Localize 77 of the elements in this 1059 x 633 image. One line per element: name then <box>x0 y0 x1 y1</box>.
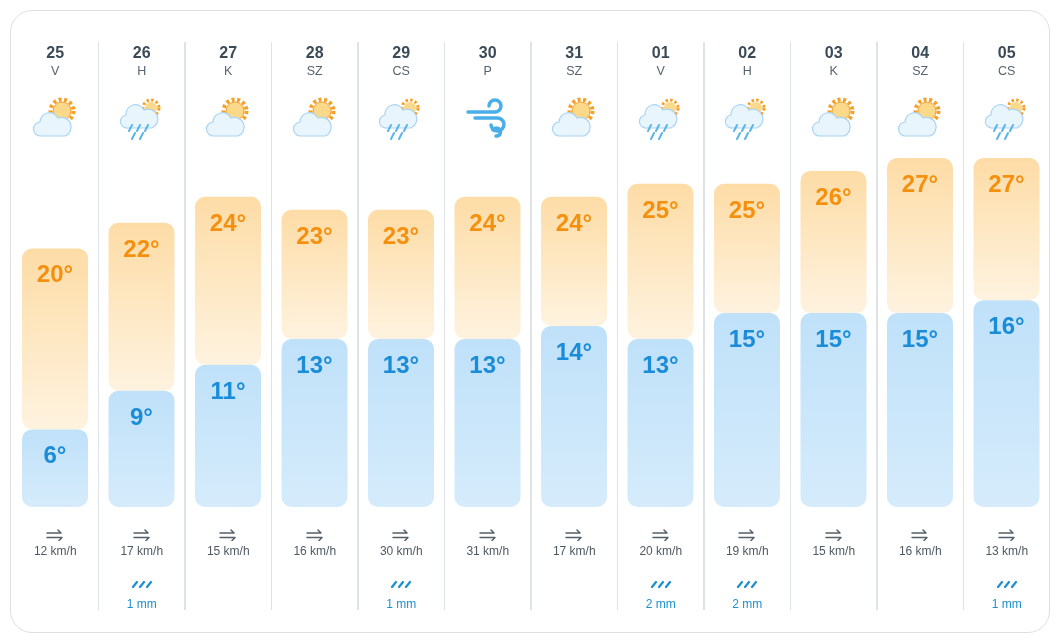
text: 13 km/h <box>984 544 1030 558</box>
total-label: 27° <box>988 170 1025 197</box>
text: 16 km/h <box>897 544 943 558</box>
data-label: 13° <box>296 350 333 378</box>
bar <box>887 158 953 314</box>
text: 30 km/h <box>378 544 424 558</box>
total-label: 24° <box>555 208 593 236</box>
text: 1 mm <box>125 597 158 611</box>
text: 1 mm <box>385 597 418 611</box>
total-label: 20° <box>36 260 74 288</box>
x-tick-label: 04 SZ <box>911 44 930 78</box>
text: 15 km/h <box>811 544 857 558</box>
bar <box>22 248 88 430</box>
bar <box>627 338 694 507</box>
bar <box>368 209 434 339</box>
bar <box>541 196 607 327</box>
bar <box>800 170 867 314</box>
total-label: 23° <box>382 221 420 249</box>
x-tick-label: 31 SZ <box>565 44 584 78</box>
bar <box>627 183 694 339</box>
x-tick-label: 26 H <box>132 44 151 78</box>
bar <box>714 183 780 314</box>
x-tick-label: 30 P <box>478 44 497 78</box>
data-label: 16° <box>988 312 1025 340</box>
data-label: 15° <box>815 325 852 353</box>
bar <box>714 313 780 507</box>
x-tick-label: 02 H <box>738 44 757 78</box>
data-label: 15° <box>728 325 766 353</box>
data-label: 13° <box>469 350 506 378</box>
text: 20 km/h <box>638 544 684 558</box>
bar <box>22 429 88 507</box>
bar <box>454 196 521 339</box>
total-label: 24° <box>469 208 506 236</box>
x-tick-label: 27 K <box>219 44 238 78</box>
bar <box>973 158 1040 301</box>
x-tick-label: 28 SZ <box>305 44 324 78</box>
bar <box>108 390 175 507</box>
data-label: 11° <box>210 376 246 404</box>
bar <box>887 313 953 507</box>
text: 17 km/h <box>119 544 165 558</box>
data-label: 15° <box>901 325 939 353</box>
data-label: 9° <box>130 402 153 430</box>
x-tick-label: 03 K <box>824 44 843 78</box>
x-tick-label: 01 V <box>651 44 670 78</box>
bar <box>108 222 175 391</box>
bar <box>195 364 261 507</box>
data-label: 13° <box>642 350 679 378</box>
x-tick-label: 05 CS <box>997 44 1016 78</box>
total-label: 26° <box>815 182 852 210</box>
total-label: 27° <box>901 170 939 197</box>
data-label: 14° <box>555 338 593 366</box>
total-label: 23° <box>296 221 333 249</box>
bar <box>281 209 348 339</box>
bar <box>195 196 261 365</box>
text: 16 km/h <box>292 544 338 558</box>
text: 17 km/h <box>551 544 597 558</box>
text: 19 km/h <box>724 544 770 558</box>
bar <box>541 326 607 507</box>
total-label: 25° <box>728 195 766 223</box>
total-label: 24° <box>209 208 247 236</box>
bar <box>281 338 348 507</box>
bar <box>973 300 1040 507</box>
x-tick-label: 29 CS <box>392 44 411 78</box>
text: 2 mm <box>731 597 764 611</box>
text: 1 mm <box>990 597 1023 611</box>
text: 31 km/h <box>465 544 511 558</box>
text: 15 km/h <box>205 544 251 558</box>
bar <box>368 338 434 507</box>
bar <box>800 313 867 507</box>
total-label: 25° <box>642 195 679 223</box>
text: 12 km/h <box>32 544 78 558</box>
data-label: 13° <box>382 350 420 378</box>
text: 2 mm <box>644 597 677 611</box>
x-tick-label: 25 V <box>46 44 65 78</box>
data-label: 6° <box>43 441 67 469</box>
total-label: 22° <box>123 234 160 262</box>
bar <box>454 338 521 507</box>
